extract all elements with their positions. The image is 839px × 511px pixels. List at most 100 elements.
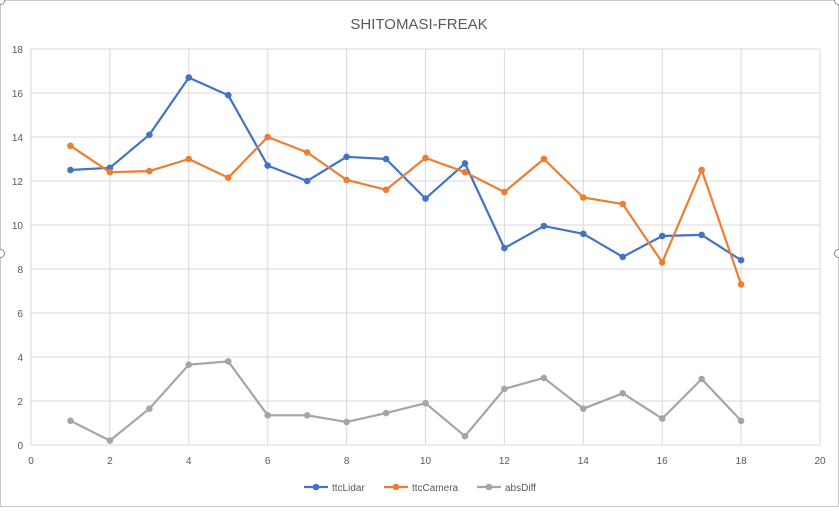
resize-handle-top-left[interactable] xyxy=(0,0,5,5)
x-tick-label: 4 xyxy=(186,456,192,467)
series-layer xyxy=(67,74,745,444)
legend-label: absDiff xyxy=(505,483,536,494)
data-point-absDiff[interactable] xyxy=(146,405,153,413)
series-line-ttcCamera[interactable] xyxy=(69,135,743,285)
legend-entry[interactable]: ttcLidar xyxy=(304,483,365,494)
data-point-ttcCamera[interactable] xyxy=(343,176,350,184)
data-point-ttcLidar[interactable] xyxy=(737,256,745,264)
data-point-ttcCamera[interactable] xyxy=(382,186,390,194)
y-tick-label: 8 xyxy=(17,265,23,276)
data-point-ttcCamera[interactable] xyxy=(422,154,429,162)
data-point-absDiff[interactable] xyxy=(619,390,627,397)
x-tick-label: 2 xyxy=(107,456,113,467)
data-point-absDiff[interactable] xyxy=(737,417,745,425)
data-point-absDiff[interactable] xyxy=(303,412,311,419)
resize-handle-left[interactable] xyxy=(0,249,5,258)
legend-entry[interactable]: absDiff xyxy=(477,483,536,494)
data-point-ttcLidar[interactable] xyxy=(146,131,153,139)
y-tick-label: 12 xyxy=(12,177,24,188)
data-point-absDiff[interactable] xyxy=(67,417,74,425)
y-tick-label: 14 xyxy=(12,133,24,144)
x-tick-label: 12 xyxy=(499,456,511,467)
legend-label: ttcCamera xyxy=(412,483,459,494)
data-point-ttcLidar[interactable] xyxy=(422,195,429,202)
legend-swatch-marker xyxy=(392,483,400,491)
data-point-ttcLidar[interactable] xyxy=(501,244,508,252)
data-point-ttcLidar[interactable] xyxy=(67,166,74,174)
y-tick-label: 4 xyxy=(17,353,23,364)
resize-handle-top-right[interactable] xyxy=(834,0,839,5)
data-point-ttcCamera[interactable] xyxy=(540,155,548,163)
data-point-ttcCamera[interactable] xyxy=(264,133,272,141)
legend-entry[interactable]: ttcCamera xyxy=(384,483,459,494)
y-tick-label: 6 xyxy=(17,309,23,320)
data-point-absDiff[interactable] xyxy=(698,375,705,383)
data-point-ttcLidar[interactable] xyxy=(382,155,390,163)
data-point-absDiff[interactable] xyxy=(422,399,429,407)
data-point-absDiff[interactable] xyxy=(461,432,469,440)
data-point-ttcCamera[interactable] xyxy=(303,149,311,156)
y-axis-ticks: 0 2 4 6 8 10 12 14 16 18 xyxy=(12,45,24,452)
x-axis-ticks: 0 2 4 6 8 10 12 14 16 18 20 xyxy=(28,456,826,467)
data-point-absDiff[interactable] xyxy=(106,437,114,444)
data-point-ttcLidar[interactable] xyxy=(619,253,627,261)
data-point-ttcLidar[interactable] xyxy=(698,231,705,239)
y-tick-label: 18 xyxy=(12,45,24,56)
gridlines xyxy=(30,48,821,446)
data-point-absDiff[interactable] xyxy=(382,409,390,417)
data-point-ttcCamera[interactable] xyxy=(224,174,232,181)
data-point-absDiff[interactable] xyxy=(658,415,666,422)
data-point-ttcLidar[interactable] xyxy=(540,222,548,230)
data-point-ttcLidar[interactable] xyxy=(658,232,666,240)
data-point-ttcLidar[interactable] xyxy=(461,160,469,167)
data-point-absDiff[interactable] xyxy=(580,405,587,413)
data-point-ttcLidar[interactable] xyxy=(580,230,587,238)
data-point-ttcCamera[interactable] xyxy=(461,168,469,176)
x-tick-label: 14 xyxy=(578,456,590,467)
data-point-ttcCamera[interactable] xyxy=(67,142,74,150)
x-tick-label: 18 xyxy=(736,456,748,467)
data-point-ttcLidar[interactable] xyxy=(343,153,350,161)
series-ttcCamera[interactable] xyxy=(67,133,745,288)
series-ttcLidar[interactable] xyxy=(67,74,745,264)
y-tick-label: 0 xyxy=(17,441,23,452)
x-tick-label: 16 xyxy=(657,456,669,467)
legend-label: ttcLidar xyxy=(332,483,365,494)
data-point-ttcCamera[interactable] xyxy=(185,155,193,163)
series-line-ttcLidar[interactable] xyxy=(70,76,742,262)
x-tick-label: 0 xyxy=(28,456,34,467)
data-point-absDiff[interactable] xyxy=(224,358,232,365)
y-tick-label: 2 xyxy=(17,397,23,408)
data-point-absDiff[interactable] xyxy=(540,374,548,382)
legend: ttcLidar ttcCamera absDiff xyxy=(304,483,536,494)
data-point-ttcCamera[interactable] xyxy=(580,194,587,201)
data-point-absDiff[interactable] xyxy=(501,385,508,393)
x-tick-label: 6 xyxy=(265,456,271,467)
data-point-absDiff[interactable] xyxy=(343,418,350,426)
data-point-ttcCamera[interactable] xyxy=(737,281,745,288)
data-point-ttcCamera[interactable] xyxy=(501,188,508,196)
y-tick-label: 16 xyxy=(12,89,24,100)
legend-swatch-marker xyxy=(312,483,320,491)
data-point-ttcCamera[interactable] xyxy=(619,200,627,208)
data-point-absDiff[interactable] xyxy=(264,412,272,419)
series-absDiff[interactable] xyxy=(67,358,745,444)
chart-title: SHITOMASI-FREAK xyxy=(350,16,487,33)
data-point-ttcLidar[interactable] xyxy=(185,74,193,81)
resize-handle-right[interactable] xyxy=(834,249,839,258)
data-point-ttcCamera[interactable] xyxy=(658,259,666,266)
data-point-ttcCamera[interactable] xyxy=(146,167,153,175)
data-point-absDiff[interactable] xyxy=(185,361,193,369)
data-point-ttcLidar[interactable] xyxy=(303,177,311,185)
legend-swatch-marker xyxy=(485,483,493,491)
data-point-ttcCamera[interactable] xyxy=(698,166,705,174)
x-tick-label: 10 xyxy=(420,456,432,467)
data-point-ttcLidar[interactable] xyxy=(224,91,232,99)
data-point-ttcCamera[interactable] xyxy=(106,168,114,176)
x-tick-label: 8 xyxy=(344,456,350,467)
series-line-absDiff[interactable] xyxy=(69,360,742,442)
data-point-ttcLidar[interactable] xyxy=(264,162,272,169)
x-tick-label: 20 xyxy=(814,456,826,467)
